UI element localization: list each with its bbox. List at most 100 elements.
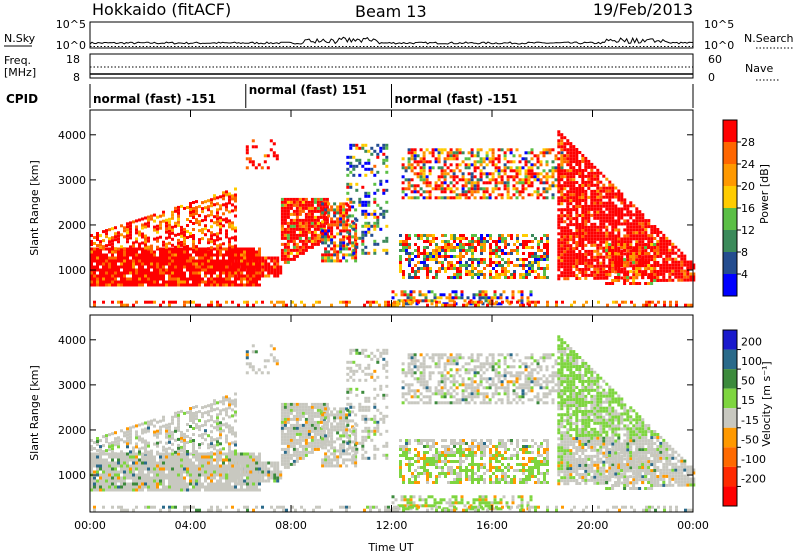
heatmap-cell (192, 485, 195, 489)
heatmap-cell (537, 267, 540, 270)
heatmap-cell (264, 262, 268, 266)
heatmap-cell (339, 223, 343, 227)
heatmap-cell (590, 174, 594, 178)
heatmap-cell (413, 190, 417, 194)
heatmap-cell (659, 266, 663, 270)
heatmap-cell (444, 255, 447, 258)
heatmap-cell (566, 274, 570, 278)
heatmap-cell (462, 234, 465, 237)
heatmap-cell (692, 266, 696, 270)
heatmap-cell (144, 300, 147, 304)
heatmap-cell (623, 204, 627, 208)
heatmap-cell (126, 256, 129, 260)
heatmap-cell (228, 192, 231, 196)
heatmap-cell (219, 195, 222, 199)
heatmap-cell (530, 184, 534, 188)
heatmap-cell (608, 189, 612, 193)
heatmap-cell (346, 236, 350, 240)
heatmap-cell (108, 283, 111, 287)
heatmap-cell (195, 253, 198, 257)
heatmap-cell (111, 274, 114, 278)
heatmap-cell (304, 233, 308, 237)
heatmap-cell (528, 255, 531, 258)
heatmap-cell (437, 178, 441, 182)
heatmap-cell (632, 264, 636, 268)
heatmap-cell (117, 436, 120, 440)
heatmap-cell (129, 476, 132, 480)
heatmap-cell (99, 262, 102, 266)
heatmap-cell (446, 154, 450, 158)
heatmap-cell (459, 267, 462, 270)
heatmap-cell (245, 157, 249, 161)
heatmap-cell (471, 300, 474, 304)
heatmap-cell (629, 228, 633, 232)
heatmap-cell (216, 208, 219, 212)
heatmap-cell (258, 271, 262, 275)
heatmap-cell (537, 264, 540, 267)
heatmap-cell (452, 151, 456, 155)
heatmap-cell (141, 422, 144, 426)
heatmap-cell (551, 160, 555, 164)
heatmap-cell (578, 193, 582, 196)
heatmap-cell (102, 482, 105, 486)
heatmap-cell (432, 240, 435, 243)
heatmap-cell (252, 280, 255, 284)
heatmap-cell (174, 247, 177, 251)
heatmap-cell (587, 225, 591, 229)
heatmap-cell (494, 163, 498, 167)
heatmap-cell (153, 485, 156, 489)
heatmap-cell (126, 237, 129, 241)
heatmap-cell (508, 302, 512, 306)
heatmap-cell (276, 256, 280, 260)
heatmap-cell (527, 169, 531, 173)
heatmap-cell (572, 193, 576, 197)
heatmap-cell (171, 485, 174, 489)
heatmap-cell (370, 152, 374, 156)
heatmap-cell (361, 164, 365, 168)
heatmap-cell (572, 232, 576, 236)
heatmap-cell (373, 227, 377, 231)
heatmap-cell (578, 226, 582, 229)
heatmap-cell (354, 238, 358, 242)
heatmap-cell (313, 221, 317, 225)
heatmap-cell (578, 244, 582, 247)
heatmap-cell (593, 225, 597, 229)
heatmap-cell (406, 296, 410, 300)
heatmap-cell (336, 250, 340, 254)
heatmap-cell (590, 252, 594, 256)
heatmap-cell (581, 232, 585, 235)
heatmap-cell (416, 175, 420, 179)
heatmap-cell (438, 246, 441, 249)
heatmap-cell (289, 239, 293, 243)
heatmap-cell (90, 283, 93, 287)
heatmap-cell (150, 482, 153, 486)
heatmap-cell (488, 178, 492, 182)
heatmap-cell (596, 258, 600, 262)
heatmap-cell (593, 204, 597, 208)
heatmap-cell (510, 234, 513, 237)
heatmap-cell (102, 280, 105, 284)
heatmap-cell (246, 262, 249, 266)
heatmap-cell (117, 452, 120, 456)
heatmap-cell (367, 194, 371, 198)
heatmap-cell (192, 464, 195, 468)
heatmap-cell (551, 148, 555, 152)
heatmap-cell (620, 276, 624, 280)
heatmap-cell (671, 248, 675, 252)
heatmap-cell (117, 488, 120, 492)
heatmap-cell (144, 225, 147, 229)
heatmap-cell (210, 256, 213, 260)
heatmap-cell (192, 274, 195, 278)
heatmap-cell (623, 240, 627, 244)
heatmap-cell (569, 196, 573, 200)
heatmap-cell (153, 488, 156, 492)
heatmap-cell (488, 196, 492, 200)
heatmap-cell (446, 187, 450, 191)
heatmap-cell (201, 262, 204, 266)
heatmap-cell (348, 300, 351, 304)
heatmap-cell (608, 207, 612, 211)
heatmap-cell (650, 264, 654, 268)
heatmap-cell (477, 261, 480, 264)
heatmap-cell (537, 261, 540, 264)
heatmap-cell (126, 225, 129, 229)
